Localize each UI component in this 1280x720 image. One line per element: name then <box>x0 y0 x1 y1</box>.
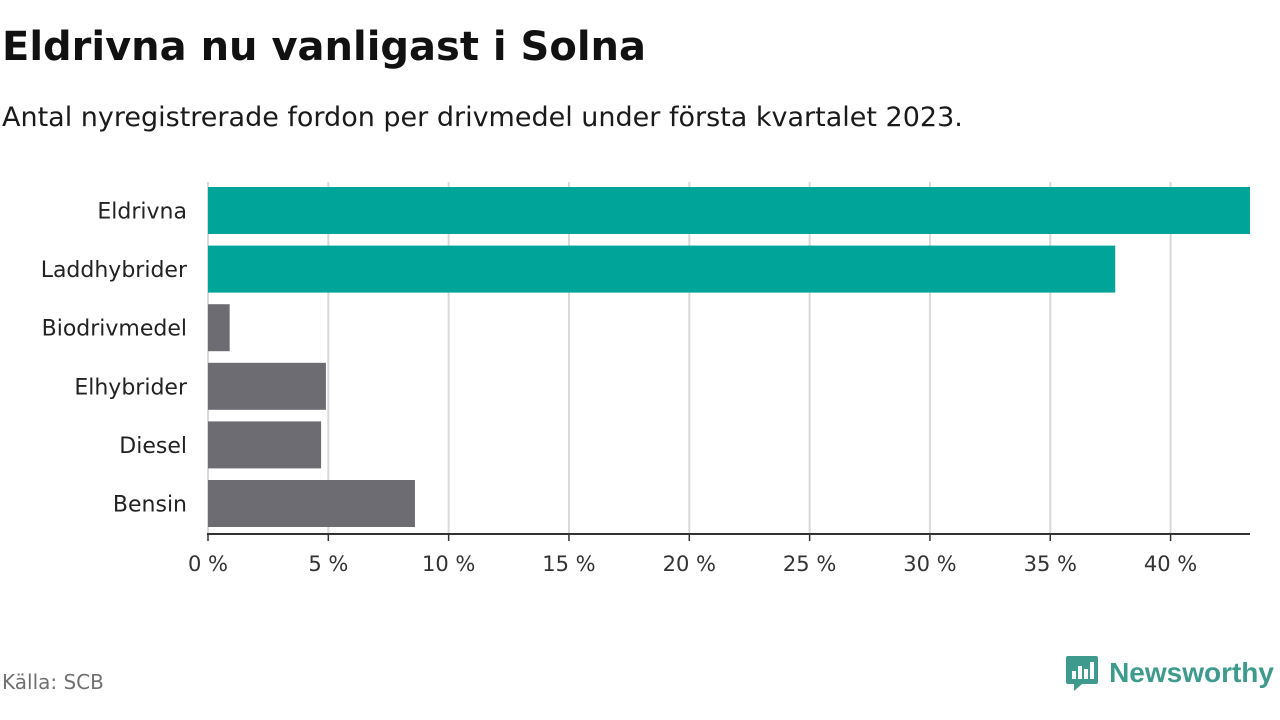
bar <box>208 304 230 352</box>
category-label: Bensin <box>113 493 187 518</box>
x-tick-label: 25 % <box>783 552 836 576</box>
brand-name: Newsworthy <box>1109 657 1274 688</box>
x-tick-label: 40 % <box>1144 552 1197 576</box>
category-label: Diesel <box>119 434 187 459</box>
category-label: Laddhybrider <box>41 258 188 283</box>
x-tick-label: 5 % <box>308 552 348 576</box>
bar <box>208 362 326 410</box>
x-tick-label: 15 % <box>542 552 595 576</box>
bar <box>208 245 1116 293</box>
chart-subtitle: Antal nyregistrerade fordon per drivmede… <box>2 102 963 133</box>
x-tick-label: 20 % <box>663 552 716 576</box>
x-tick-label: 0 % <box>188 552 228 576</box>
x-tick-label: 35 % <box>1024 552 1077 576</box>
x-axis: 0 % 5 % 10 % 15 % 20 % 25 % 30 % 35 % 40 % <box>188 533 1250 576</box>
category-label: Eldrivna <box>97 200 187 225</box>
chart-title: Eldrivna nu vanligast i Solna <box>2 24 647 70</box>
x-tick-label: 30 % <box>903 552 956 576</box>
bar <box>208 421 322 469</box>
x-tick-label: 10 % <box>422 552 475 576</box>
grid-lines <box>207 182 1172 534</box>
category-label: Biodrivmedel <box>42 317 187 342</box>
category-labels: Eldrivna Laddhybrider Biodrivmedel Elhybrid… <box>41 200 188 518</box>
category-label: Elhybrider <box>74 375 188 400</box>
bar <box>208 187 1250 234</box>
brand-logo[interactable]: Newsworthy <box>1065 654 1274 692</box>
bar-chart-speech-bubble-icon <box>1066 656 1099 691</box>
source-note: Källa: SCB <box>2 670 104 694</box>
bar <box>208 480 415 527</box>
bar-chart: Eldrivna Laddhybrider Biodrivmedel Elhybrid… <box>41 182 1250 576</box>
bars <box>208 187 1250 527</box>
